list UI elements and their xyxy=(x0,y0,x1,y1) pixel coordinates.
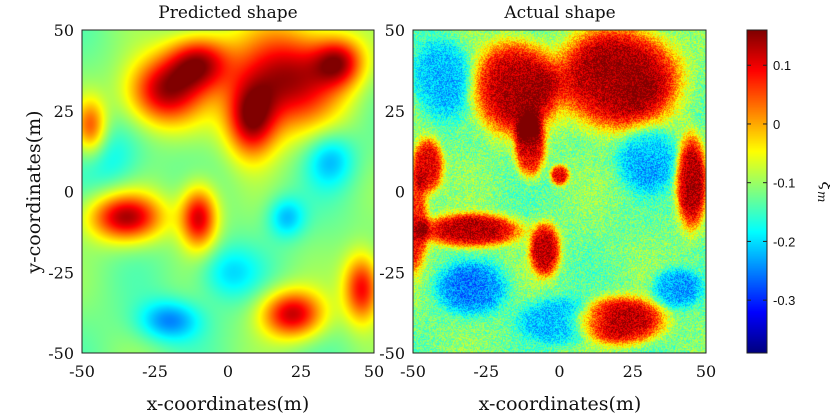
y-tick-label: 50 xyxy=(54,21,74,40)
x-tick-label: 0 xyxy=(223,362,233,381)
actual-heatmap-holder xyxy=(413,30,706,353)
x-tick-label: 25 xyxy=(291,362,311,381)
predicted-heatmap xyxy=(82,30,374,353)
colorbar-label: ξm xyxy=(815,182,830,203)
y-tick-label: 50 xyxy=(385,21,405,40)
x-tick-label: -50 xyxy=(400,362,426,381)
predicted-panel: Predicted shape -50 -25 0 25 50 50 25 0 -25 -50 x… xyxy=(23,3,384,415)
predicted-heatmap-holder xyxy=(82,30,374,353)
x-tick-label: 25 xyxy=(623,362,643,381)
colorbar-gradient xyxy=(747,30,767,353)
y-tick-label: 0 xyxy=(395,183,405,202)
colorbar-frame xyxy=(746,29,768,354)
actual-plot-frame xyxy=(412,29,707,354)
actual-heatmap xyxy=(413,30,706,353)
x-tick-label: 50 xyxy=(364,362,384,381)
y-tick-label: 25 xyxy=(385,102,405,121)
colorbar-gradient-holder xyxy=(747,30,767,353)
colorbar-tick-label: -0.1 xyxy=(773,176,795,191)
predicted-plot-frame xyxy=(81,29,375,354)
colorbar-label-subscript: m xyxy=(815,191,829,202)
predicted-title: Predicted shape xyxy=(158,3,297,23)
predicted-xlabel: x-coordinates(m) xyxy=(147,393,310,415)
x-tick-label: 50 xyxy=(696,362,716,381)
actual-xlabel: x-coordinates(m) xyxy=(479,393,642,415)
predicted-ylabel: y-coordinates(m) xyxy=(23,110,45,274)
colorbar-tick-label: 0 xyxy=(773,117,780,132)
x-tick-label: 0 xyxy=(554,362,564,381)
colorbar-tick-label: 0.1 xyxy=(773,58,791,73)
y-tick-label: -25 xyxy=(48,263,74,282)
colorbar-tick-label: -0.3 xyxy=(773,293,795,308)
colorbar-label-symbol: ξ xyxy=(817,182,830,193)
actual-panel: Actual shape -50 -25 0 25 50 50 25 0 -25 -50 x-co… xyxy=(379,3,716,415)
y-tick-label: -25 xyxy=(379,263,405,282)
y-tick-label: 25 xyxy=(54,102,74,121)
x-tick-label: -50 xyxy=(69,362,95,381)
x-tick-label: -25 xyxy=(142,362,168,381)
y-tick-label: -50 xyxy=(379,344,405,363)
colorbar: 0.1 0 -0.1 -0.2 -0.3 ξm xyxy=(746,29,830,354)
actual-title: Actual shape xyxy=(503,3,615,23)
y-tick-label: 0 xyxy=(64,183,74,202)
x-tick-label: -25 xyxy=(473,362,499,381)
y-tick-label: -50 xyxy=(48,344,74,363)
colorbar-tick-label: -0.2 xyxy=(773,234,795,249)
